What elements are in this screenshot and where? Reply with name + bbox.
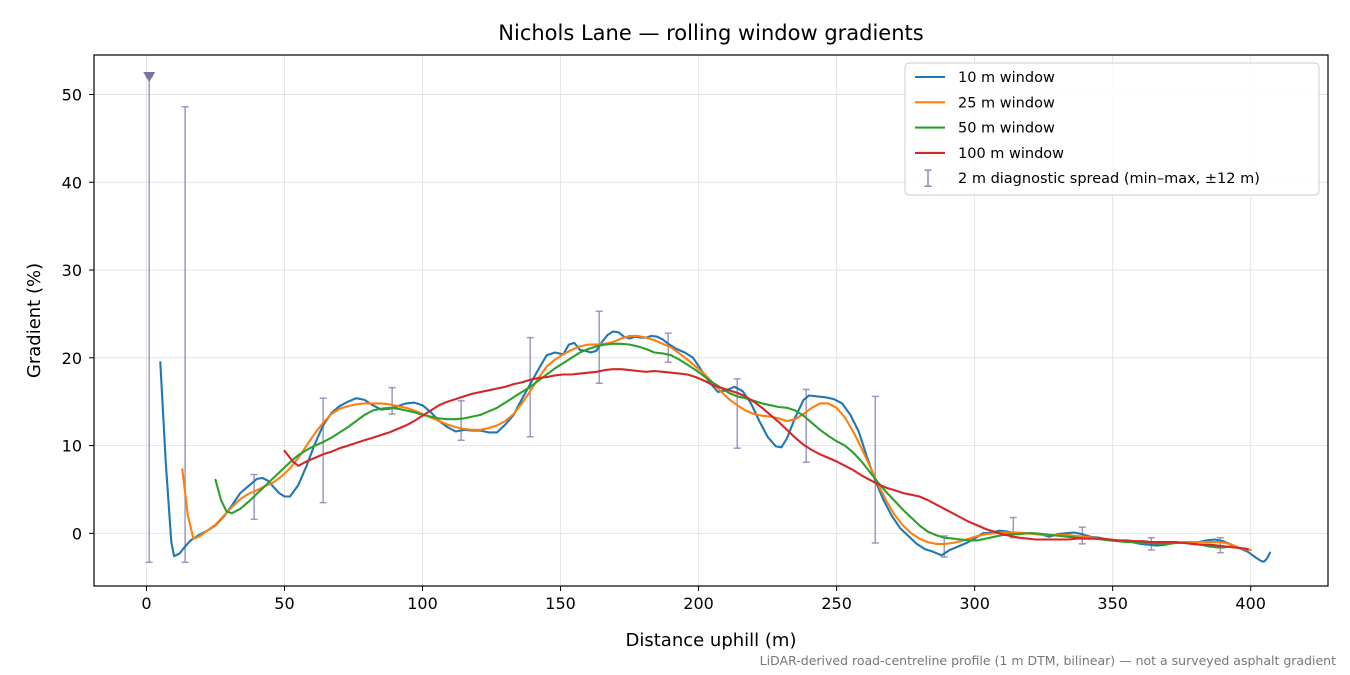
clipped-spread-marker [143, 71, 156, 82]
legend-label: 25 m window [958, 95, 1055, 111]
x-tick-label: 300 [959, 594, 990, 613]
legend-label: 10 m window [958, 70, 1055, 86]
legend-label: 100 m window [958, 146, 1064, 162]
legend-label: 2 m diagnostic spread (min–max, ±12 m) [958, 171, 1260, 187]
legend-label: 50 m window [958, 121, 1055, 137]
x-tick-label: 250 [821, 594, 852, 613]
legend-box [904, 62, 1320, 196]
x-tick-label: 100 [407, 594, 438, 613]
footnote: LiDAR-derived road-centreline profile (1… [760, 653, 1336, 668]
x-tick-label: 350 [1097, 594, 1128, 613]
x-tick-label: 150 [545, 594, 576, 613]
y-axis-label: Gradient (%) [24, 263, 45, 378]
plot-frame [93, 54, 1329, 587]
series-layer [159, 330, 1272, 563]
y-tick-label: 40 [62, 173, 82, 192]
x-tick-label: 200 [683, 594, 714, 613]
y-tick-label: 20 [62, 349, 82, 368]
x-tick-label: 50 [274, 594, 294, 613]
x-tick-label: 400 [1235, 594, 1266, 613]
chart-title: Nichols Lane — rolling window gradients [498, 21, 923, 45]
axes: 0 50 100 150 200 250 300 350 400 0 10 20 30 40 50 [62, 85, 1266, 613]
legend: 10 m window 25 m window 50 m window 100 m w… [904, 62, 1320, 196]
x-axis-label: Distance uphill (m) [626, 630, 797, 651]
y-tick-label: 50 [62, 85, 82, 104]
series-line [283, 368, 1249, 551]
y-tick-label: 10 [62, 437, 82, 456]
x-tick-label: 0 [141, 594, 151, 613]
y-tick-label: 0 [72, 524, 82, 543]
y-tick-label: 30 [62, 261, 82, 280]
